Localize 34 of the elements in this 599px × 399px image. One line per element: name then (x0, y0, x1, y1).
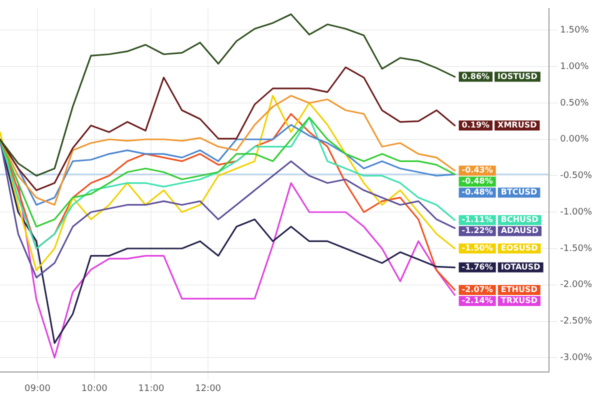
y-tick-label: 1.00% (560, 62, 590, 72)
data-label: 0.19% (462, 120, 490, 130)
y-tick-label: -0.50% (560, 171, 592, 182)
data-label: -2.14% (462, 296, 493, 306)
y-tick-label: 1.50% (560, 26, 590, 36)
x-tick-label: 12:00 (195, 384, 222, 394)
data-label: -1.50% (462, 244, 493, 253)
data-label: -0.48% (462, 188, 493, 197)
y-tick-label: -2.50% (560, 316, 592, 327)
legend-label: BCHUSD (500, 215, 539, 224)
x-tick-label: 11:00 (138, 384, 164, 394)
legend-label: IOSTUSD (498, 72, 538, 81)
data-label: -1.22% (462, 226, 493, 236)
legend-label: ETHUSD (500, 285, 538, 294)
y-tick-label: -1.50% (560, 244, 592, 254)
legend-label: BTCUSD (500, 188, 538, 197)
y-tick-label: 0.00% (560, 134, 590, 145)
y-tick-label: -1.00% (560, 207, 592, 218)
data-label: -1.76% (462, 262, 493, 272)
legend-label: XMRUSD (498, 120, 538, 130)
data-label: -2.07% (462, 285, 493, 294)
x-tick-label: 10:00 (81, 384, 108, 394)
legend-label: ADAUSD (500, 226, 539, 236)
y-tick-label: -2.00% (560, 280, 592, 290)
legend-label: EOSUSD (500, 244, 538, 253)
data-label: -1.11% (462, 215, 493, 224)
y-tick-label: 0.50% (560, 98, 590, 108)
x-tick-label: 09:00 (24, 384, 51, 394)
data-label: -0.43% (462, 166, 493, 175)
legend-label: IOTAUSD (500, 262, 541, 272)
legend-label: TRXUSD (500, 296, 538, 306)
data-label: 0.86% (462, 72, 490, 81)
data-label: -0.48% (462, 176, 493, 186)
y-tick-label: -3.00% (560, 352, 592, 363)
